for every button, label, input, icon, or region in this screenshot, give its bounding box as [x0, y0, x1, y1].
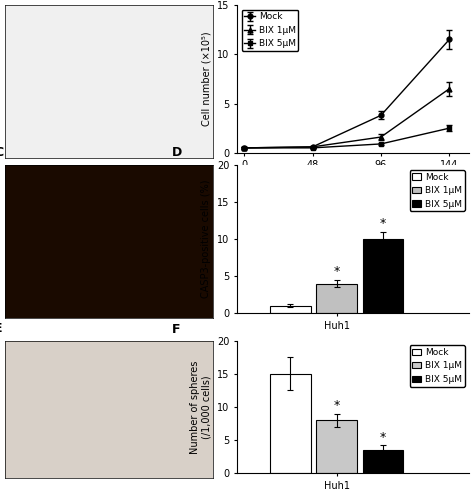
Bar [270, 374, 310, 473]
Bar [316, 284, 357, 313]
Y-axis label: Number of spheres
(/1,000 cells): Number of spheres (/1,000 cells) [190, 360, 211, 454]
Legend: Mock, BIX 1μM, BIX 5μM: Mock, BIX 1μM, BIX 5μM [242, 10, 298, 51]
Bar [270, 306, 310, 313]
Text: E: E [0, 323, 3, 335]
Text: *: * [333, 399, 340, 412]
Legend: Mock, BIX 1μM, BIX 5μM: Mock, BIX 1μM, BIX 5μM [410, 170, 465, 211]
Bar [316, 420, 357, 473]
Text: *: * [380, 217, 386, 230]
Text: *: * [380, 430, 386, 443]
Y-axis label: CASP3-positive cells (%): CASP3-positive cells (%) [201, 180, 211, 299]
Bar [363, 450, 403, 473]
Legend: Mock, BIX 1μM, BIX 5μM: Mock, BIX 1μM, BIX 5μM [410, 345, 465, 387]
Text: F: F [172, 323, 181, 336]
Y-axis label: Cell number (×10⁵): Cell number (×10⁵) [201, 32, 211, 126]
Text: D: D [172, 146, 182, 159]
Bar [363, 239, 403, 313]
Text: C: C [0, 146, 3, 159]
X-axis label: (hours): (hours) [336, 176, 371, 186]
Text: *: * [333, 265, 340, 278]
